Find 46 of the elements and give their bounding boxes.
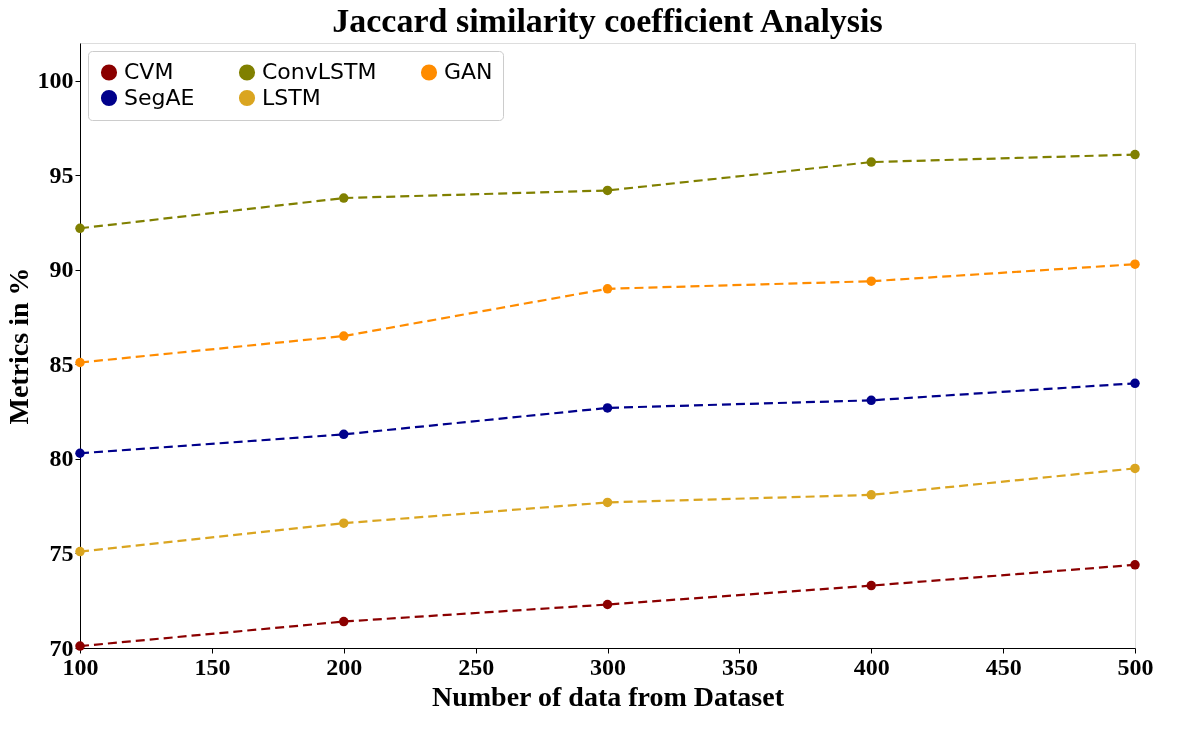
x-tick-label: 300 bbox=[590, 653, 626, 680]
point bbox=[339, 331, 349, 341]
y-tick-label: 100 bbox=[37, 67, 74, 94]
legend-label: ConvLSTM bbox=[262, 59, 377, 85]
y-tick-label: 90 bbox=[49, 256, 74, 283]
legend-label: LSTM bbox=[262, 85, 321, 110]
point bbox=[1130, 560, 1140, 570]
x-tick-label: 350 bbox=[721, 653, 758, 680]
point bbox=[1130, 149, 1140, 160]
point bbox=[75, 448, 85, 458]
x-tick-label: 450 bbox=[985, 653, 1022, 680]
y-axis-title: Metrics in % bbox=[2, 267, 34, 425]
y-tick-label: 95 bbox=[49, 161, 74, 188]
point bbox=[602, 284, 613, 294]
point bbox=[602, 497, 613, 508]
legend-label: GAN bbox=[444, 59, 493, 85]
x-tick-label: 150 bbox=[194, 653, 231, 680]
point bbox=[339, 616, 349, 627]
point bbox=[339, 193, 349, 203]
x-tick-label: 500 bbox=[1117, 653, 1154, 680]
x-tick-label: 400 bbox=[853, 653, 890, 680]
point bbox=[866, 276, 876, 286]
point bbox=[866, 157, 876, 167]
legend-label: SegAE bbox=[124, 85, 195, 110]
legend-label: CVM bbox=[124, 59, 174, 85]
point bbox=[75, 223, 85, 234]
point bbox=[866, 395, 876, 406]
point bbox=[75, 357, 85, 368]
y-tick-label: 80 bbox=[49, 445, 74, 472]
point bbox=[866, 490, 876, 500]
x-tick-label: 200 bbox=[326, 653, 363, 680]
point bbox=[339, 518, 349, 528]
y-tick-label: 85 bbox=[49, 350, 74, 377]
point bbox=[602, 403, 613, 413]
y-tick-label: 75 bbox=[49, 539, 74, 566]
chart-title: Jaccard similarity coefficient Analysis bbox=[332, 2, 883, 39]
point bbox=[1130, 378, 1140, 389]
point bbox=[1130, 463, 1140, 474]
x-axis-title: Number of data from Dataset bbox=[431, 680, 785, 712]
x-tick-label: 250 bbox=[458, 653, 495, 680]
point bbox=[866, 580, 876, 591]
point bbox=[602, 599, 613, 610]
point bbox=[1130, 259, 1140, 269]
point bbox=[339, 429, 349, 440]
point bbox=[75, 546, 85, 557]
point bbox=[602, 185, 613, 196]
